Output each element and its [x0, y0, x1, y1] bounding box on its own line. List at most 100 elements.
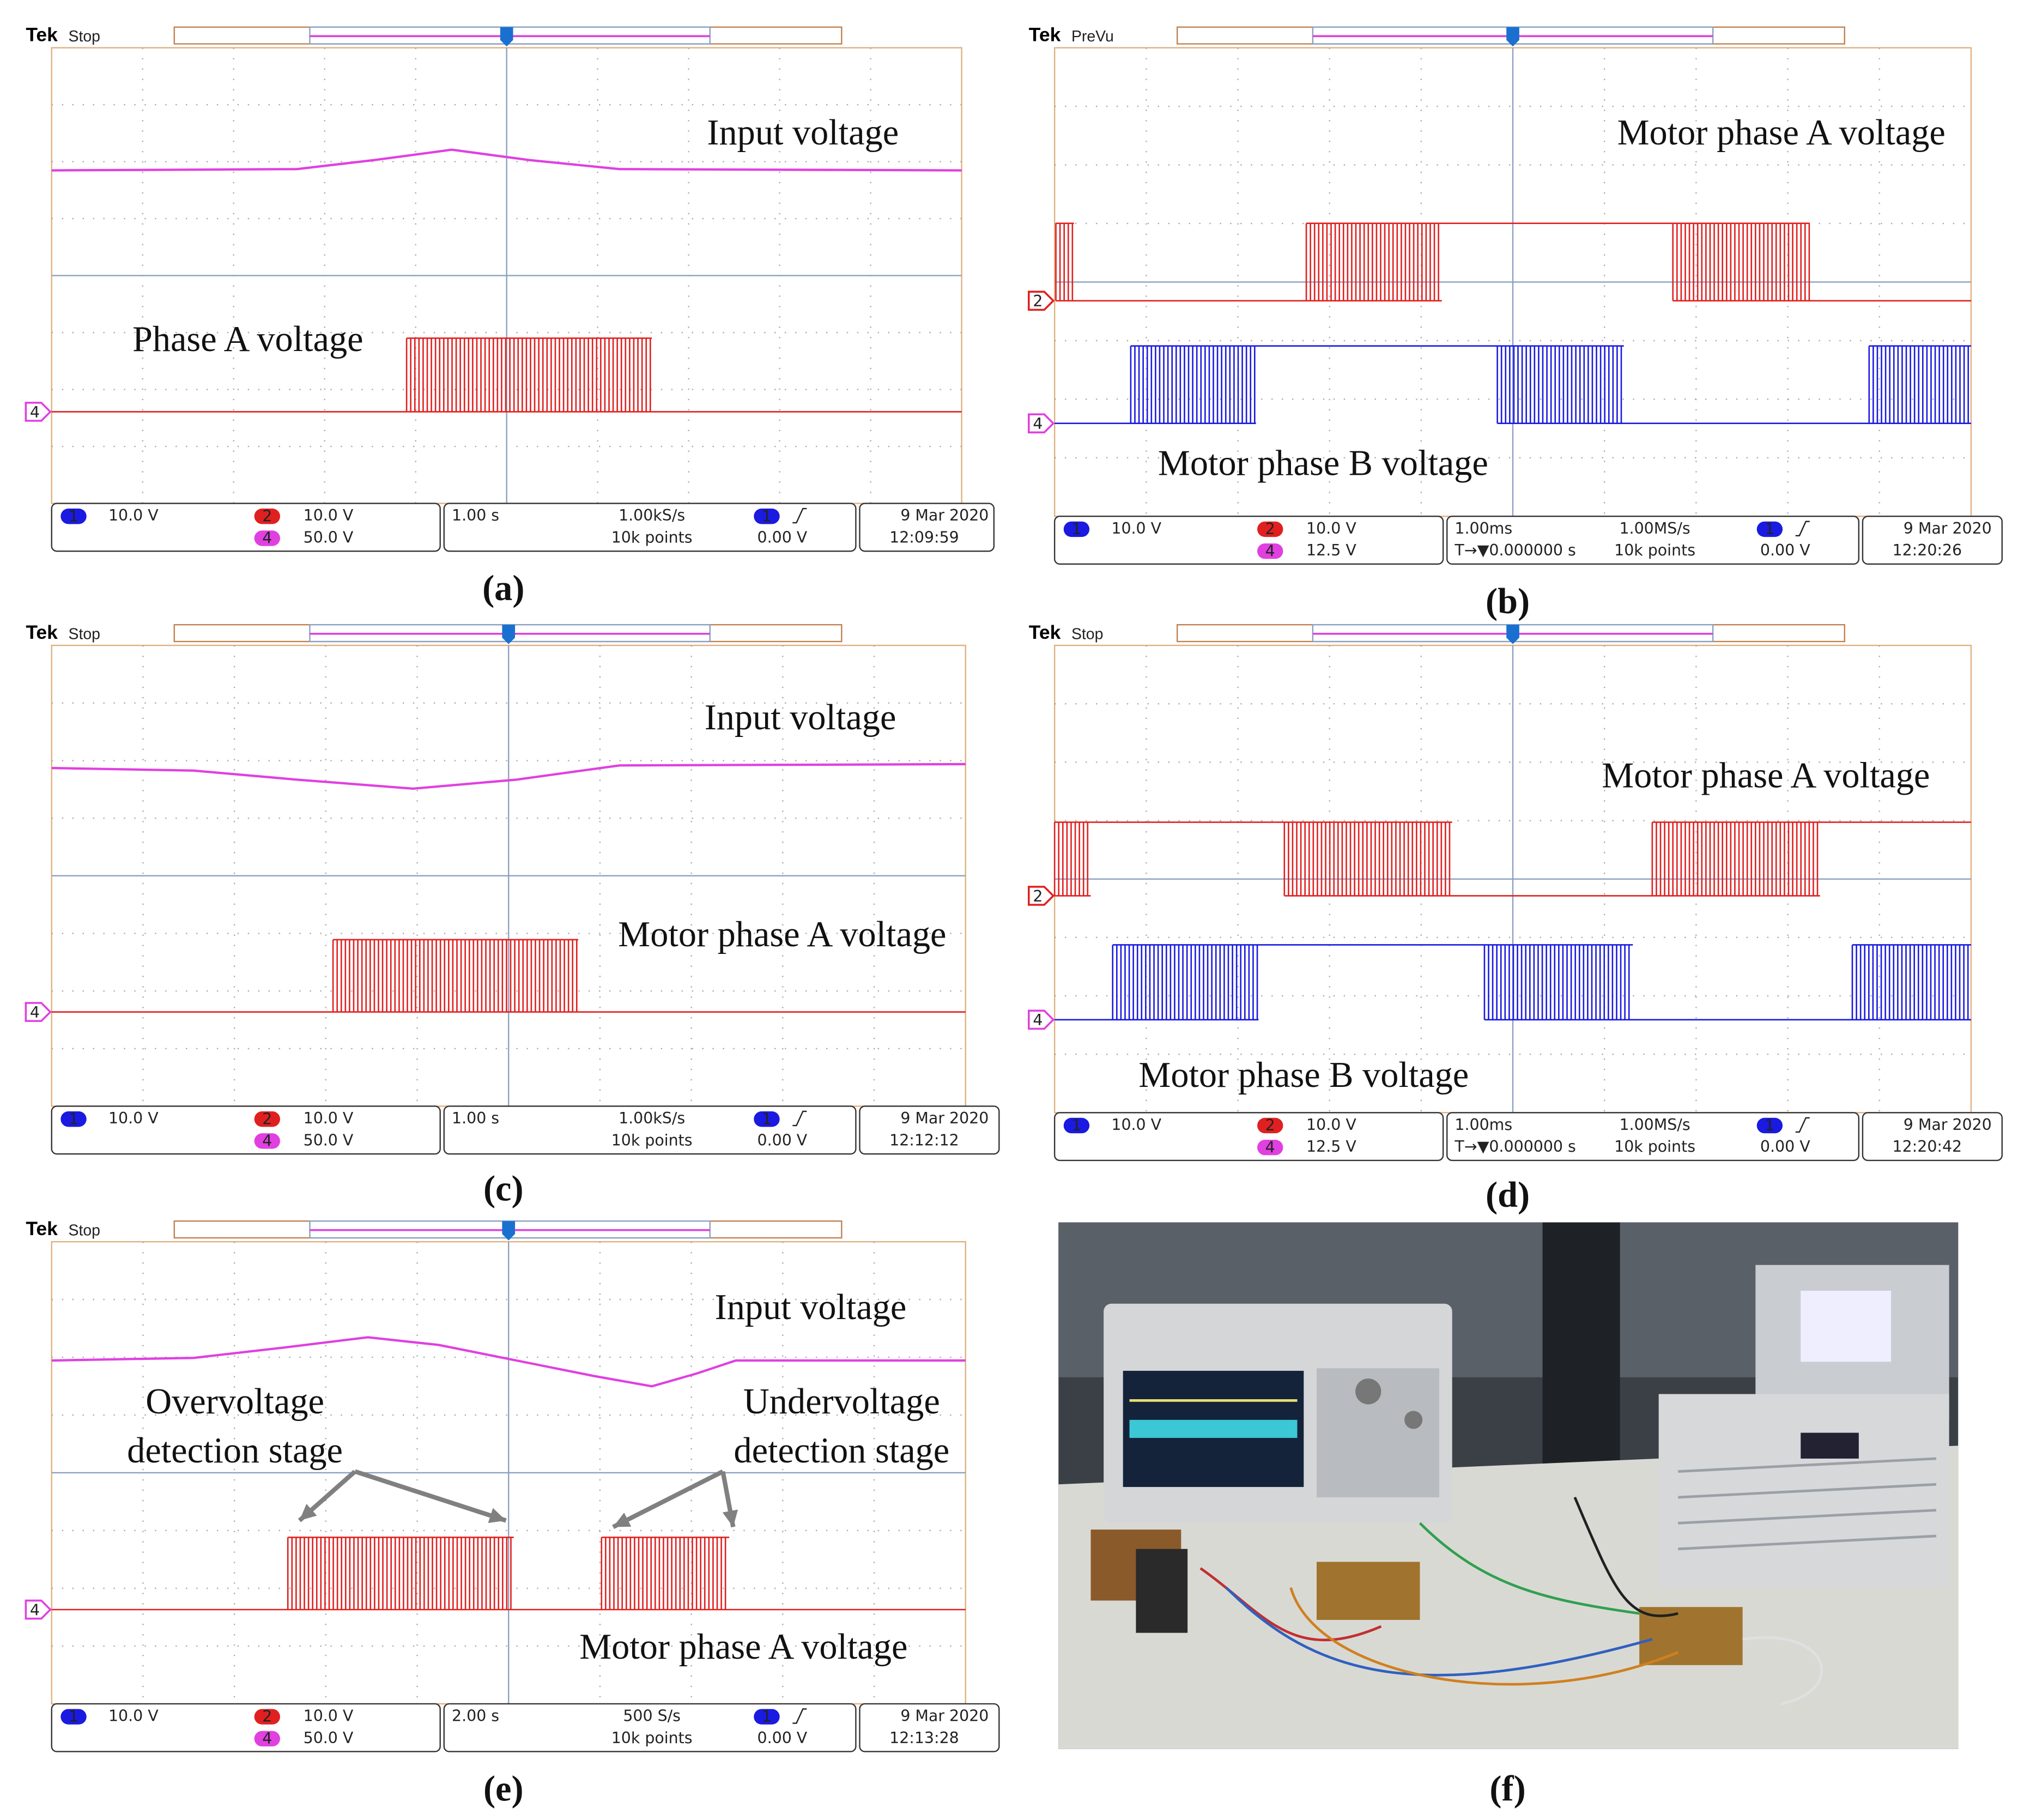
ch4-scale: 12.5 V: [1306, 1138, 1356, 1156]
acq-state: Stop: [69, 626, 100, 643]
channel-marker: [25, 1599, 52, 1620]
ch4-scale: 50.0 V: [304, 1729, 354, 1747]
arrow-head: [488, 1508, 506, 1523]
status-box: [443, 503, 857, 552]
brand: Tek: [1029, 621, 1061, 643]
arrow: [612, 1469, 724, 1529]
channel-number: 1: [69, 507, 78, 525]
channel-badge: [1063, 521, 1090, 537]
brand: Tek: [1029, 24, 1061, 46]
ch1-scale: 10.0 V: [108, 1109, 159, 1127]
channel-marker: [1028, 291, 1055, 311]
time: 12:13:28: [889, 1729, 959, 1747]
ch2-scale: 10.0 V: [304, 506, 354, 524]
channel-badge: [254, 1731, 280, 1747]
annotation: Phase A voltage: [132, 319, 363, 359]
annotation: Motor phase A voltage: [1602, 756, 1930, 796]
channel-marker: [1028, 886, 1055, 906]
ch2-scale: 10.0 V: [304, 1109, 354, 1127]
channel-badge: [1756, 521, 1783, 537]
channel-marker: [25, 1002, 52, 1022]
acq-state: Stop: [1071, 626, 1103, 643]
ch1-scale: 10.0 V: [108, 1707, 159, 1725]
channel-badge: [254, 509, 280, 524]
arrow: [354, 1469, 507, 1523]
channel-badge: [1257, 543, 1283, 559]
annotation: Motor phase A voltage: [618, 915, 946, 954]
status-box: [859, 503, 995, 552]
time: 12:20:42: [1893, 1138, 1962, 1156]
brand: Tek: [26, 24, 58, 46]
channel-number: 2: [262, 507, 272, 525]
channel-number: 4: [1265, 542, 1275, 560]
sample-rate: 1.00MS/s: [1619, 1116, 1690, 1134]
timebase: 2.00 s: [452, 1707, 499, 1725]
waveform: [51, 763, 966, 790]
trigger-slope: [1795, 521, 1810, 536]
waveform: [51, 1537, 966, 1611]
waveform: [1055, 222, 1971, 302]
status-box: [859, 1105, 1000, 1155]
channel-badge: [1063, 1117, 1090, 1134]
trigger-slope: [1795, 1117, 1810, 1133]
scope-panel: Tek Stop 4 Input voltage Overvoltage detectio…: [25, 1218, 1000, 1809]
channel-badge: [254, 1133, 280, 1149]
ch1-scale: 10.0 V: [1111, 1116, 1161, 1134]
ch4-scale: 12.5 V: [1306, 541, 1356, 559]
status-box: [1053, 1112, 1444, 1162]
caption: (e): [483, 1769, 524, 1809]
trigger-level: 0.00 V: [758, 528, 808, 546]
status-box: [1862, 1112, 2003, 1162]
status-box: [51, 1105, 441, 1155]
channel-marker-label: 4: [30, 403, 40, 421]
status-box: [1446, 1112, 1860, 1162]
scope-panel: Tek PreVu 2 4 Motor phase A voltage Motor pha…: [1028, 24, 2003, 621]
channel-badge: [754, 1709, 780, 1725]
trigger-level: 0.00 V: [758, 1131, 808, 1149]
channel-number: 1: [69, 1708, 78, 1726]
channel-number: 2: [262, 1708, 272, 1726]
date: 9 Mar 2020: [1904, 1116, 1992, 1134]
channel-number: 1: [1765, 1116, 1774, 1134]
channel-badge: [754, 1111, 780, 1127]
channel-badge: [754, 509, 780, 524]
channel-badge: [1756, 1117, 1783, 1134]
brand: Tek: [26, 1218, 58, 1239]
channel-marker-label: 4: [1033, 1011, 1043, 1029]
annotation: Input voltage: [705, 698, 896, 737]
record-length: 10k points: [611, 528, 693, 546]
status-box: [51, 503, 441, 552]
trigger-marker: [502, 1221, 516, 1241]
trigger-marker: [500, 27, 513, 47]
channel-number: 1: [1071, 1116, 1081, 1134]
sample-rate: 500 S/s: [623, 1707, 681, 1725]
trigger-slope: [792, 1110, 807, 1127]
status-box: [51, 1703, 441, 1752]
arrow-head: [613, 1513, 632, 1527]
channel-marker: [1028, 413, 1055, 434]
channel-number: 1: [1071, 520, 1081, 538]
acq-state: PreVu: [1071, 28, 1114, 45]
ch1-scale: 10.0 V: [1111, 519, 1161, 537]
annotation: Motor phase A voltage: [1617, 113, 1946, 153]
sample-rate: 1.00kS/s: [619, 1109, 685, 1127]
channel-marker-label: 2: [1033, 887, 1043, 905]
trigger-marker: [1506, 27, 1519, 47]
channel-badge: [1257, 521, 1283, 537]
time-offset: T→▼0.000000 s: [1454, 1138, 1575, 1156]
status-box: [1053, 516, 1444, 565]
annotation: Input voltage: [707, 113, 899, 153]
status-box: [1446, 516, 1860, 565]
channel-number: 1: [1765, 520, 1774, 538]
date: 9 Mar 2020: [900, 1707, 989, 1725]
record-length: 10k points: [1614, 541, 1695, 559]
annotation: detection stage: [127, 1431, 343, 1471]
channel-marker-label: 4: [30, 1003, 40, 1021]
ch2-scale: 10.0 V: [1306, 519, 1356, 537]
trigger-level: 0.00 V: [758, 1729, 808, 1747]
waveform: [1055, 345, 1971, 425]
annotation: Overvoltage: [146, 1382, 324, 1422]
arrow-head: [299, 1504, 317, 1521]
annotation: Motor phase B voltage: [1158, 443, 1488, 483]
caption: (c): [483, 1169, 524, 1208]
